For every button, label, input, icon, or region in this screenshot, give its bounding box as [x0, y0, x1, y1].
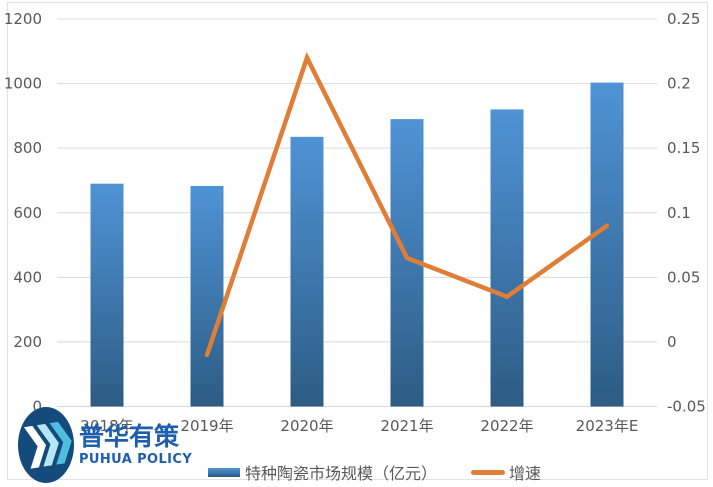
right-axis-tick: 0.1	[667, 204, 691, 222]
left-axis-tick: 600	[13, 204, 42, 222]
logo-chevron-1	[23, 425, 46, 469]
right-axis-tick: 0.2	[667, 75, 691, 93]
growth-line	[204, 51, 610, 358]
x-axis-label-2019年: 2019年	[180, 417, 233, 435]
left-axis-tick: 400	[13, 268, 42, 286]
logo-text: 普华有策 PUHUA POLICY	[79, 424, 192, 466]
x-axis-label-2023年E: 2023年E	[576, 417, 639, 435]
logo-chevron-3	[49, 421, 72, 465]
bar-2022年	[490, 109, 524, 407]
puhua-logo-icon	[18, 407, 74, 483]
legend-line-label: 增速	[509, 464, 542, 483]
right-axis-tick: 0.15	[667, 139, 700, 157]
legend-bar-label: 特种陶瓷市场规模（亿元）	[245, 464, 438, 483]
right-axis-tick: -0.05	[667, 398, 706, 416]
bar-2019年	[190, 185, 224, 407]
puhua-logo: 普华有策 PUHUA POLICY	[17, 406, 192, 484]
bar-2018年	[90, 183, 124, 407]
logo-en-text: PUHUA POLICY	[79, 452, 193, 467]
x-axis-label-2020年: 2020年	[280, 417, 333, 435]
legend-line-swatch	[471, 469, 506, 475]
left-axis-tick: 0	[32, 398, 42, 416]
logo-chevron-2	[36, 423, 59, 467]
bar-2023年E	[590, 82, 624, 407]
logo-cn-text: 普华有策	[79, 422, 180, 451]
legend-bar-swatch	[208, 467, 240, 477]
left-axis-tick: 1200	[4, 10, 42, 28]
legend: 特种陶瓷市场规模（亿元） 增速	[208, 460, 541, 484]
left-axis-tick: 1000	[4, 75, 42, 93]
left-axis-tick: 200	[13, 333, 42, 351]
left-axis-tick: 800	[13, 139, 42, 157]
right-axis-tick: 0.05	[667, 268, 700, 286]
x-axis-label-2021年: 2021年	[380, 417, 433, 435]
bar-2020年	[290, 136, 324, 407]
x-axis-label-2018年: 2018年	[80, 417, 133, 435]
right-axis-tick: 0.25	[667, 10, 700, 28]
x-axis-label-2022年: 2022年	[480, 417, 533, 435]
right-axis-tick: 0	[667, 333, 677, 351]
